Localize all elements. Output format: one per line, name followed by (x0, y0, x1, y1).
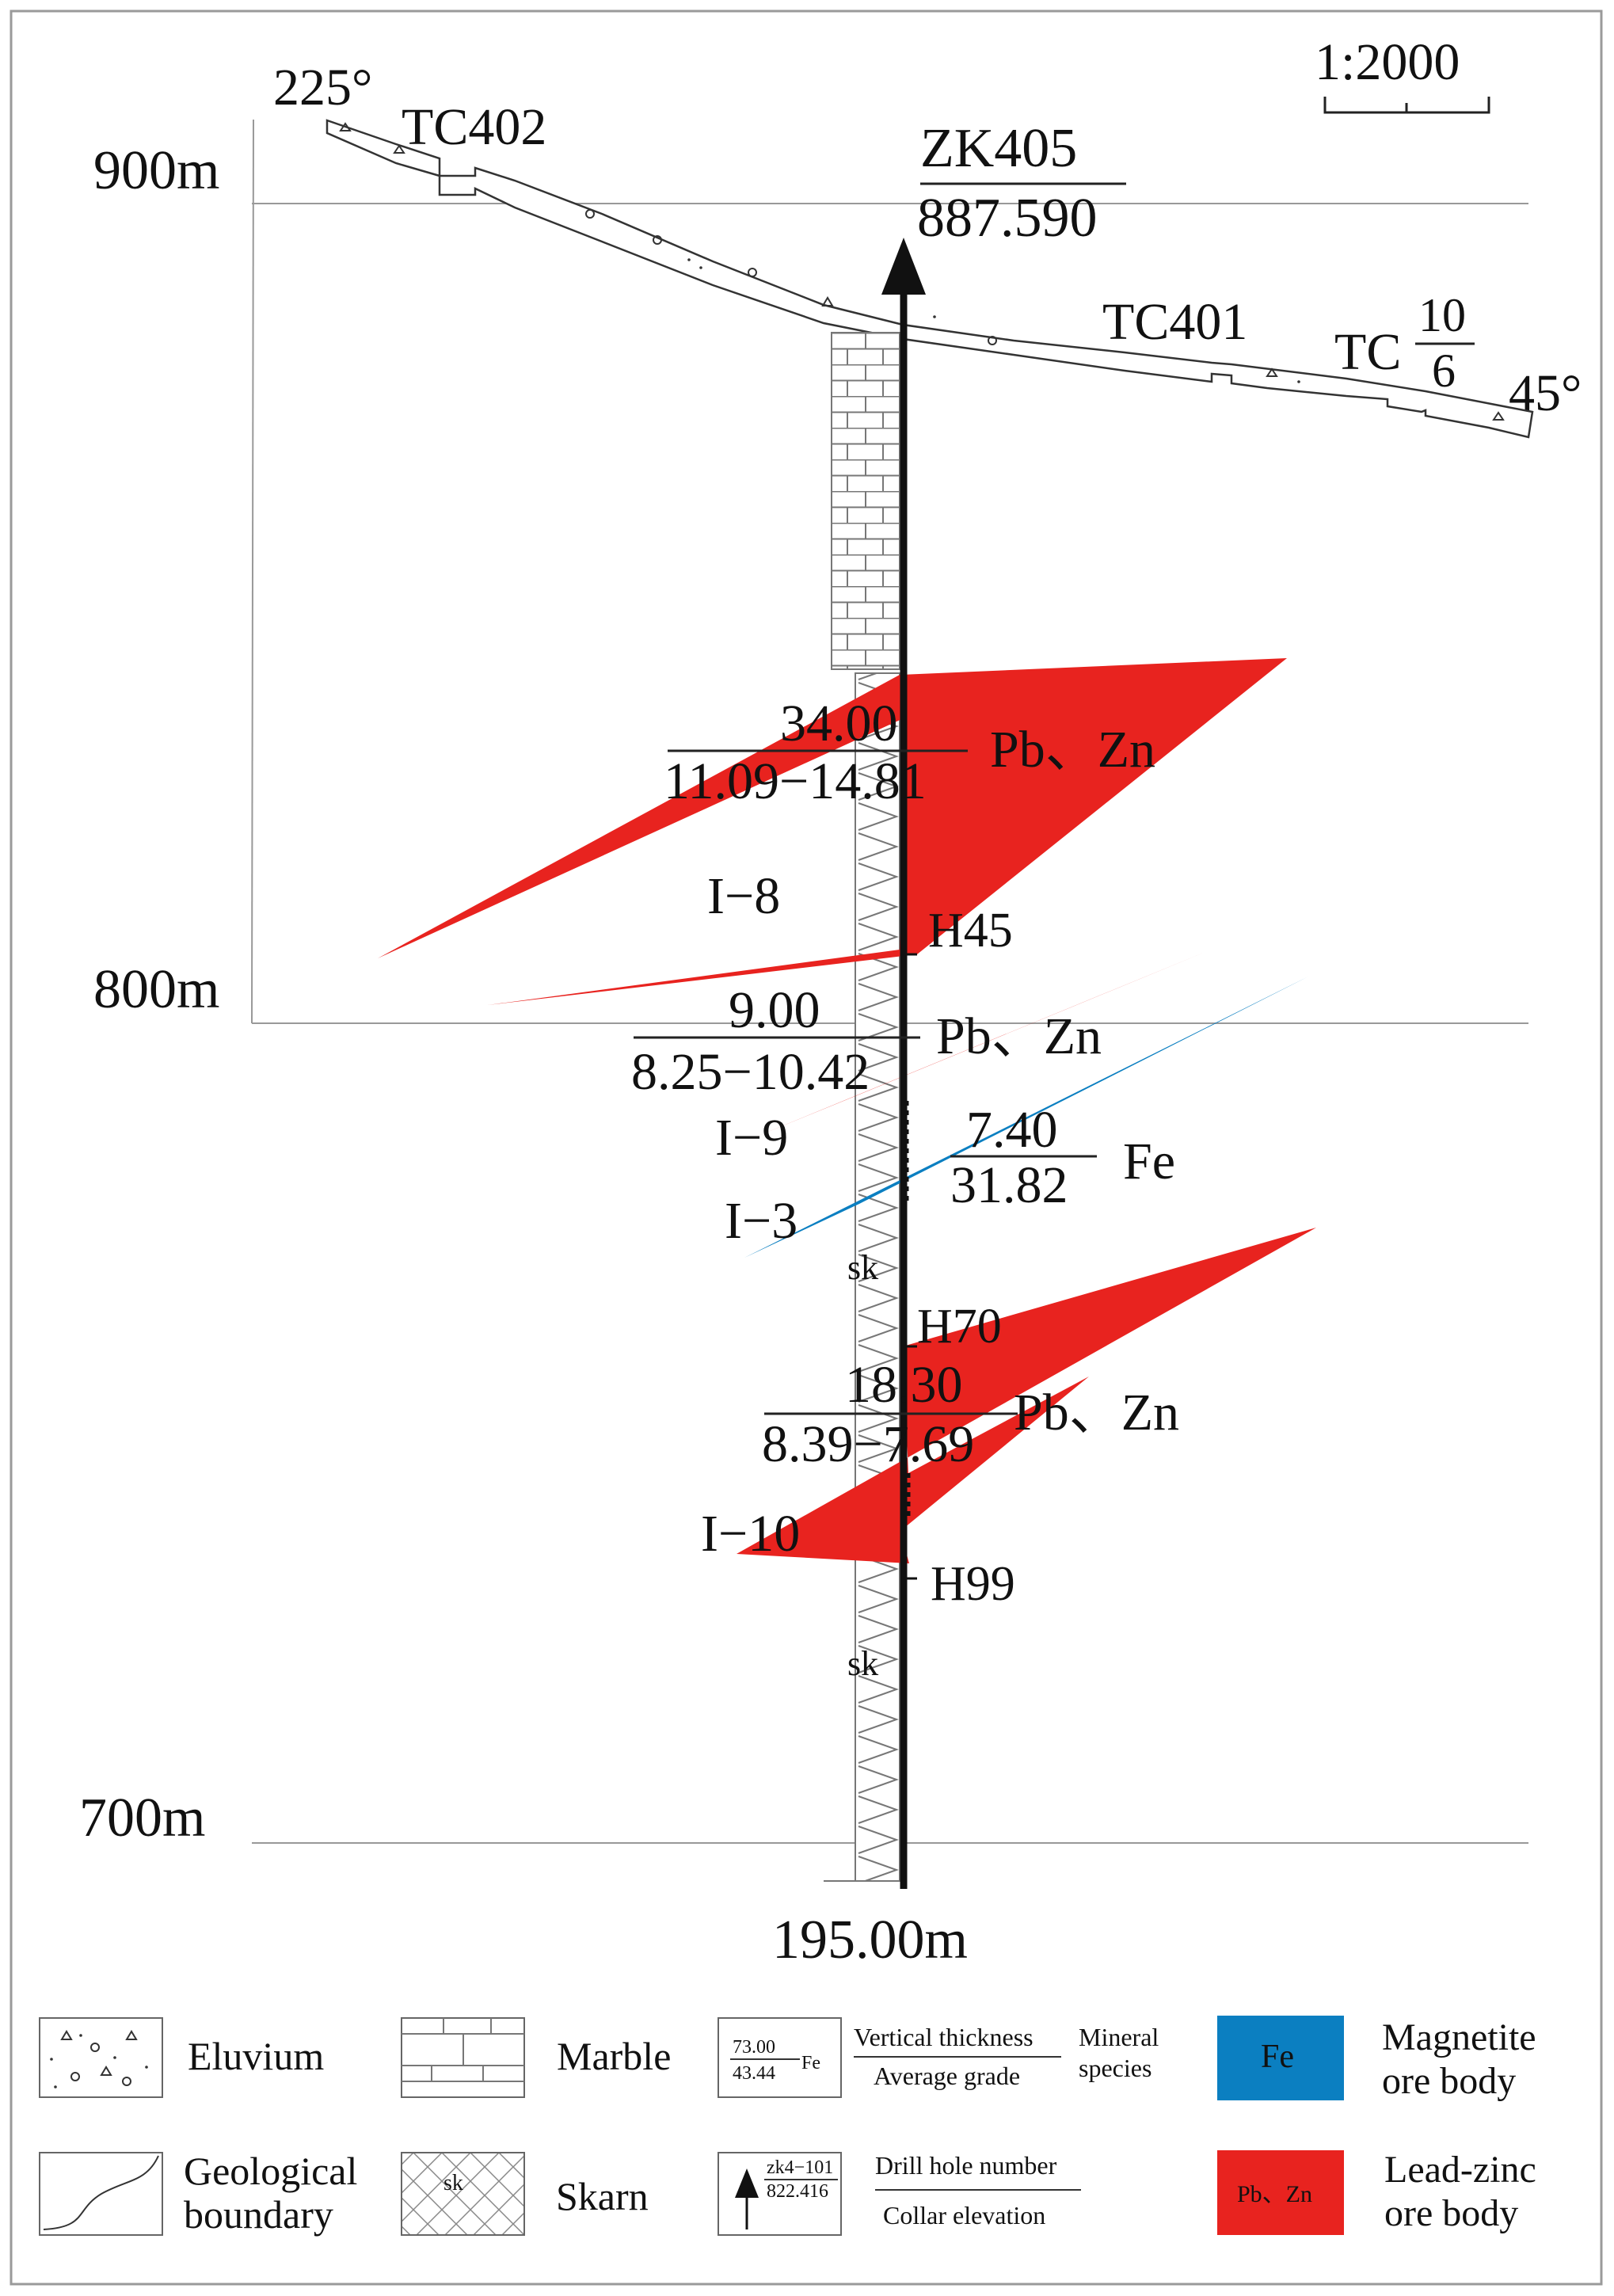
legend-drill-swatch (718, 2152, 842, 2236)
elevation-label-700: 700m (79, 1788, 205, 1849)
drill-column (824, 332, 900, 1882)
legend-eluvium-swatch (39, 2017, 163, 2098)
legend-skarn-symbol: sk (443, 2171, 463, 2195)
ore-i9-id: I−9 (715, 1109, 788, 1167)
trench-tc-prefix: TC (1334, 323, 1401, 381)
ore-i10-mineral: Pb、Zn (1014, 1384, 1179, 1441)
eluvium-band (325, 119, 1534, 439)
ore-i3-id: I−3 (725, 1192, 797, 1250)
drill-hole-collar-elevation: 887.590 (917, 188, 1098, 249)
legend-geo-boundary-2: boundary (184, 2192, 333, 2237)
legend-mineral: Mineral (1079, 2023, 1159, 2051)
drill-hole-final-depth: 195.00m (772, 1910, 968, 1970)
ore-i10-thickness: 18.30 (845, 1356, 963, 1414)
legend-leadzinc-swatch (1217, 2150, 1344, 2235)
ore-i8-mineral: Pb、Zn (990, 721, 1155, 779)
legend-magnetite-swatch (1217, 2016, 1344, 2100)
legend-skarn-label: Skarn (556, 2174, 649, 2218)
legend-drill-sample-elevation: 822.416 (767, 2181, 828, 2202)
ore-body-i10 (737, 1228, 1316, 1563)
legend-magnetite-1: Magnetite (1382, 2016, 1536, 2058)
ore-i10-id: I−10 (701, 1505, 800, 1563)
legend-drill-arrow-icon (735, 2168, 759, 2198)
sample-h45: H45 (928, 904, 1013, 958)
ore-i9-grade: 8.25−10.42 (631, 1043, 870, 1101)
legend-marble-swatch (401, 2017, 525, 2098)
ore-i8-grade: 11.09−14.81 (664, 752, 927, 810)
legend-geo-boundary-1: Geological (184, 2149, 357, 2193)
legend-leadzinc-2: ore body (1384, 2192, 1518, 2234)
legend-sample-swatch (718, 2017, 842, 2098)
ore-i9-thickness: 9.00 (729, 981, 820, 1039)
ore-i10-grade: 8.39−7.69 (762, 1415, 974, 1473)
ore-i8-id: I−8 (707, 867, 780, 925)
legend-pbzn-box-label: Pb、Zn (1237, 2181, 1312, 2207)
trench-tc402: TC402 (402, 98, 546, 156)
elevation-label-900: 900m (93, 140, 219, 201)
legend-eluvium-label: Eluvium (188, 2034, 324, 2078)
ore-i9-mineral: Pb、Zn (936, 1007, 1102, 1065)
trench-tc401: TC401 (1102, 293, 1247, 351)
drill-hole-arrow-icon (881, 238, 926, 295)
drill-hole-number: ZK405 (920, 118, 1077, 179)
scale-label: 1:2000 (1315, 33, 1460, 91)
ore-body-i8 (378, 658, 1287, 1005)
sample-h70: H70 (917, 1300, 1002, 1354)
left-axis-line (251, 119, 254, 1024)
legend-magnetite-2: ore body (1382, 2060, 1516, 2102)
legend: Eluvium Marble 73.00 43.44 Fe Vertical t… (39, 2016, 1536, 2237)
legend-vertical-thickness: Vertical thickness (854, 2023, 1033, 2051)
legend-drill-sample-number: zk4−101 (767, 2157, 833, 2178)
legend-leadzinc-1: Lead-zinc (1384, 2149, 1536, 2191)
ore-i3-grade: 31.82 (950, 1156, 1068, 1214)
legend-drill-hole-number: Drill hole number (875, 2151, 1057, 2180)
legend-sample-mineral: Fe (801, 2053, 820, 2073)
trench-tc-denominator: 6 (1432, 345, 1456, 397)
legend-sample-grade: 43.44 (733, 2063, 775, 2084)
legend-collar-elevation: Collar elevation (883, 2201, 1045, 2229)
legend-fe-box-label: Fe (1261, 2039, 1294, 2075)
ore-body-i3 (744, 974, 1313, 1258)
legend-species: species (1079, 2054, 1151, 2082)
legend-average-grade: Average grade (874, 2062, 1020, 2090)
skarn-label-lower: sk (847, 1644, 878, 1683)
skarn-label-upper: sk (847, 1248, 878, 1287)
elevation-label-800: 800m (93, 959, 219, 1020)
ore-body-i9 (751, 908, 1313, 1139)
figure-frame (10, 10, 1603, 2286)
ore-i3-mineral: Fe (1123, 1133, 1175, 1190)
sample-h99: H99 (931, 1557, 1015, 1611)
legend-skarn-swatch (401, 2152, 525, 2236)
legend-sample-thickness: 73.00 (733, 2037, 775, 2058)
azimuth-left: 225° (273, 59, 372, 116)
legend-geo-boundary-swatch (39, 2152, 163, 2236)
legend-marble-label: Marble (557, 2034, 671, 2078)
trench-tc-numerator: 10 (1418, 289, 1466, 341)
ore-i3-thickness: 7.40 (966, 1101, 1058, 1159)
ore-i8-thickness: 34.00 (780, 695, 898, 752)
